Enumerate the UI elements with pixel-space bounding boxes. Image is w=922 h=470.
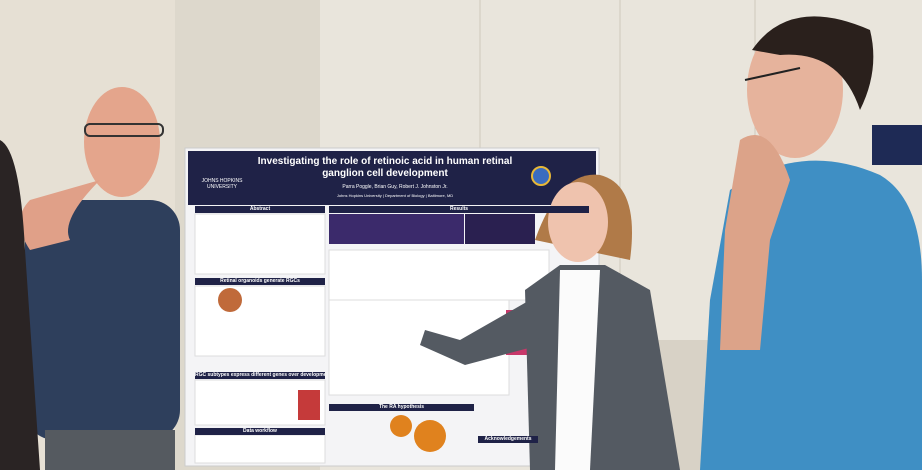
umap-plots [328, 249, 550, 301]
section-header: Abstract [195, 206, 325, 213]
section-header: Retinal organoids generate RGCs [195, 278, 325, 285]
poster-authors: Parra Poggle, Brian Guy, Robert J. Johns… [342, 184, 448, 190]
section-header: RGC subtypes express different genes ove… [195, 372, 325, 379]
microscopy-image [465, 214, 535, 244]
logo-emblem [531, 166, 551, 186]
workflow [194, 434, 326, 464]
section-header: Acknowledgements [478, 436, 538, 443]
person-partial [0, 140, 40, 470]
person-arm [420, 300, 540, 365]
heatmap [298, 390, 320, 420]
glasses [84, 123, 164, 137]
poster-affiliation: Johns Hopkins University | Department of… [336, 193, 454, 198]
figure [194, 285, 326, 357]
microscopy-image [329, 214, 464, 244]
person-hair [752, 16, 874, 111]
person-pants [45, 430, 175, 470]
ra-diagram [390, 415, 412, 437]
person-hand [720, 135, 790, 350]
poster-header [188, 151, 596, 205]
person-head [548, 182, 608, 262]
poster-logo: JOHNS HOPKINS UNIVERSITY [201, 178, 243, 190]
organoid-image [218, 288, 242, 312]
person-shirt [25, 200, 180, 440]
section-header: Data workflow [195, 428, 325, 435]
abstract-text [194, 213, 326, 275]
person-blouse [555, 270, 600, 470]
section-header: The RA hypothesis [329, 404, 474, 411]
other-poster [872, 125, 922, 165]
person-arm [20, 180, 100, 250]
poster-title: Investigating the role of retinoic acid … [257, 156, 513, 179]
section-header: Results [329, 206, 589, 213]
person-head [84, 87, 160, 197]
glasses [744, 67, 801, 81]
ra-diagram [414, 420, 446, 452]
